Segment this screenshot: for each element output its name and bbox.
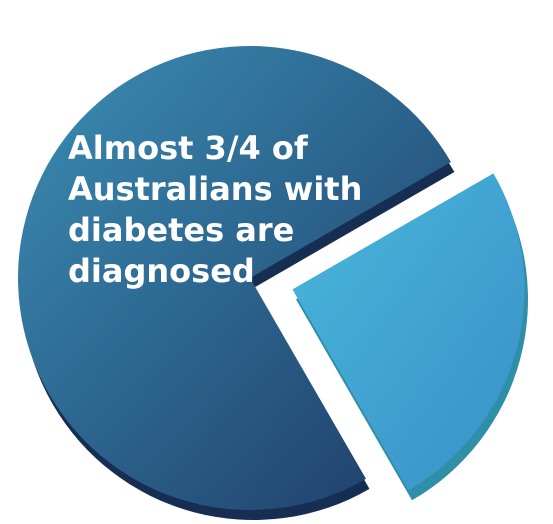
pie-slice-diagnosed <box>18 45 451 510</box>
pie-slice-undiagnosed <box>292 173 525 491</box>
slice-label-diagnosed: Almost 3/4 of Australians with diabetes … <box>68 129 363 290</box>
